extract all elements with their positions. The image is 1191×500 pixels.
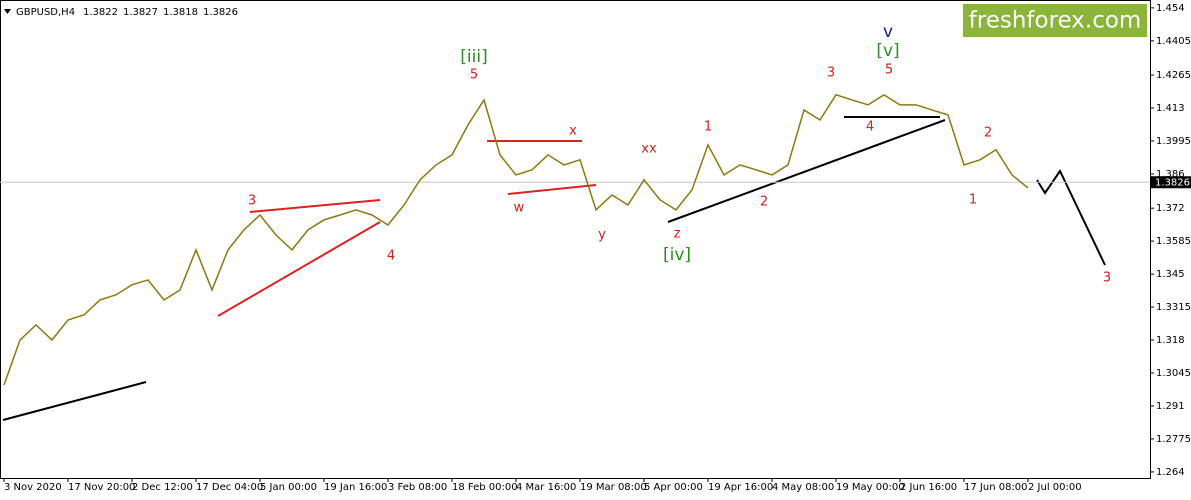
- forecast-path: [1036, 169, 1106, 266]
- trendline: [507, 184, 597, 195]
- wave-label: [iii]: [460, 47, 487, 67]
- y-tick-label: 1.3315: [1156, 302, 1191, 313]
- x-tick-label: 2 Jul 00:00: [1028, 482, 1082, 493]
- y-tick-label: 1.318: [1156, 335, 1185, 346]
- y-tick-label: 1.2775: [1156, 434, 1191, 445]
- x-tick-label: 4 Mar 16:00: [516, 482, 576, 493]
- x-tick-label: 19 Apr 16:00: [708, 482, 773, 493]
- plot-frame: [0, 0, 1151, 479]
- x-tick-label: 2 Dec 12:00: [132, 482, 193, 493]
- wave-label: w: [514, 201, 525, 216]
- y-tick-label: 1.291: [1156, 401, 1185, 412]
- wave-label: 4: [866, 120, 874, 135]
- symbol: GBPUSD,H4: [16, 7, 75, 18]
- channel-lines: [217, 140, 597, 317]
- wave-label: [v]: [876, 41, 899, 61]
- y-tick-label: 1.345: [1156, 269, 1185, 280]
- x-tick-label: 19 Jan 16:00: [324, 482, 387, 493]
- watermark-box: [963, 4, 1147, 37]
- trendline: [217, 221, 381, 317]
- wave-label: 4: [387, 249, 395, 264]
- x-tick-label: 3 Feb 08:00: [388, 482, 447, 493]
- y-tick-label: 1.386: [1156, 169, 1185, 180]
- wave-label: 5: [885, 63, 893, 78]
- wave-label: 2: [984, 126, 992, 141]
- price-label: 1.3826: [1155, 177, 1190, 188]
- ohlc-value: 1.3826: [203, 7, 238, 18]
- x-tick-label: 19 Mar 08:00: [580, 482, 647, 493]
- wave-label: 3: [827, 66, 835, 81]
- y-tick-label: 1.4265: [1156, 70, 1191, 81]
- x-tick-label: 19 May 00:00: [836, 482, 905, 493]
- wave-label: y: [598, 228, 606, 243]
- x-tick-label: 4 May 08:00: [772, 482, 834, 493]
- ohlc-value: 1.3818: [163, 7, 198, 18]
- wave-label: 1: [969, 193, 977, 208]
- ohlc-value: 1.3827: [123, 7, 158, 18]
- wave-label: xx: [641, 142, 657, 157]
- y-tick-label: 1.4405: [1156, 36, 1191, 47]
- x-tick-label: 17 Jun 08:00: [964, 482, 1028, 493]
- wave-label: 3: [248, 194, 256, 209]
- price-line-series: [3, 93, 1029, 386]
- y-tick-label: 1.3995: [1156, 136, 1191, 147]
- x-tick-label: 17 Dec 04:00: [196, 482, 263, 493]
- x-tick-label: 2 Jun 16:00: [900, 482, 957, 493]
- symbol-icon: [4, 9, 11, 14]
- y-tick-label: 1.3585: [1156, 236, 1191, 247]
- wave-label: x: [569, 124, 577, 139]
- y-tick-label: 1.413: [1156, 103, 1185, 114]
- ohlc: 1.3822 1.3827 1.3818 1.3826: [83, 7, 238, 18]
- wave-label: [iv]: [663, 245, 691, 265]
- trendlines: [2, 116, 1106, 421]
- wave-label: 5: [470, 68, 478, 83]
- y-tick-label: 1.372: [1156, 203, 1185, 214]
- wave-label: z: [674, 227, 681, 242]
- trendline: [249, 199, 381, 213]
- price-label-box: [1151, 176, 1191, 189]
- x-tick-label: 5 Apr 00:00: [644, 482, 703, 493]
- wave-label: 3: [1103, 271, 1111, 286]
- wave-label: 1: [704, 120, 712, 135]
- wave-label: 2: [760, 195, 768, 210]
- x-tick-label: 5 Jan 00:00: [260, 482, 317, 493]
- x-tick-label: 18 Feb 00:00: [452, 482, 518, 493]
- x-tick-label: 3 Nov 2020: [4, 482, 62, 493]
- y-tick-label: 1.3045: [1156, 368, 1191, 379]
- y-tick-label: 1.264: [1156, 467, 1185, 478]
- trendline: [2, 381, 147, 421]
- x-tick-label: 17 Nov 20:00: [68, 482, 135, 493]
- watermark: freshforex.com: [969, 8, 1142, 34]
- ohlc-value: 1.3822: [83, 7, 118, 18]
- wave-label: v: [883, 22, 893, 42]
- y-tick-label: 1.454: [1156, 3, 1185, 14]
- trendline: [667, 119, 946, 223]
